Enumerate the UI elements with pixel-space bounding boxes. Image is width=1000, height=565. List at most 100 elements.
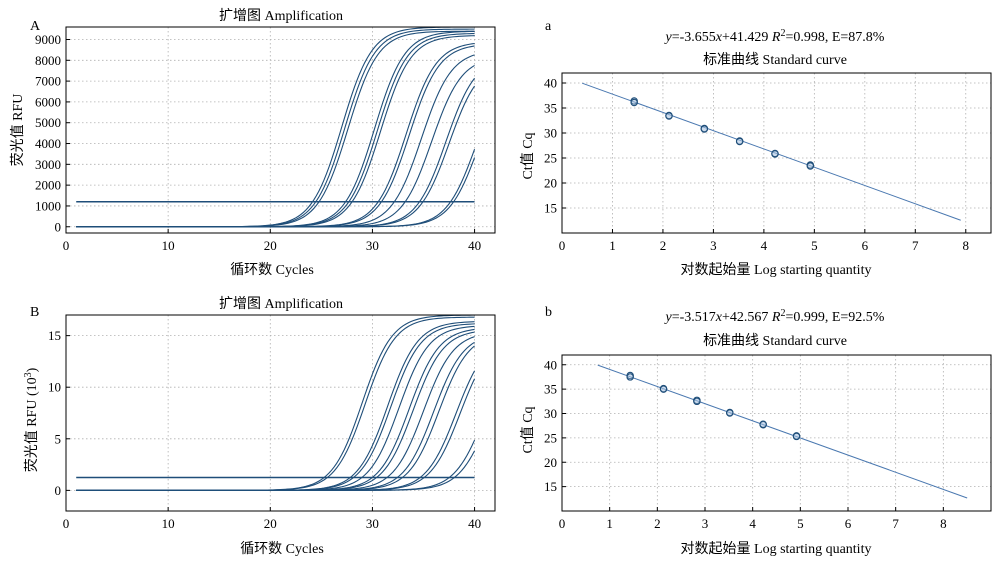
data-point [726,409,734,417]
x-tick-label: 3 [710,238,717,253]
plot-area: 0 1 2 3 4 5 6 7 8 15 20 25 30 35 40 [544,72,992,253]
data-point [630,98,638,107]
amplification-curve [76,370,476,491]
data-point [659,385,668,393]
x-tick-label: 8 [940,516,947,531]
data-point [806,162,815,170]
chart-title: 标准曲线 Standard curve [703,333,847,349]
y-axis-label: Ct值 Cq [520,406,536,453]
x-tick-label: 20 [264,516,277,531]
x-tick-label: 5 [811,238,818,253]
y-tick-label: 30 [544,126,557,141]
amplification-curve [76,450,476,491]
data-point [771,149,779,158]
y-tick-label: 3000 [35,157,61,172]
chart-title: 扩增图 Amplification [219,8,343,24]
y-tick-label: 15 [544,479,557,494]
regression-equation: y=-3.655x+41.429 R2=0.998, E=87.8% [664,28,885,45]
standard-curve-a: a y=-3.655x+41.429 R2=0.998, E=87.8% 标准曲… [520,19,992,278]
amplification-curve [76,32,475,228]
data-point [665,112,673,120]
data-point [693,397,701,406]
y-axis-label: Ct值 Cq [520,132,536,179]
chart-title: 扩增图 Amplification [219,296,343,312]
amplification-curve [76,35,475,228]
y-tick-label: 2000 [35,178,61,193]
x-tick-label: 10 [162,516,175,531]
y-tick-label: 1000 [35,198,61,213]
x-tick-label: 6 [862,238,869,253]
amplification-curve [76,54,475,228]
y-tick-label: 35 [544,101,557,116]
panel-label-b: b [545,305,552,320]
y-tick-label: 30 [544,406,557,421]
plot-area: 0 10 20 30 40 0 5 10 15 [48,314,496,531]
data-point [626,373,634,381]
plot-frame [65,314,496,512]
amplification-curve [76,336,475,491]
y-tick-label: 40 [544,357,557,372]
regression-equation: y=-3.517x+42.567 R2=0.999, E=92.5% [664,308,885,325]
plot-frame [561,72,992,234]
y-tick-label: 8000 [35,53,61,68]
x-tick-label: 1 [606,516,613,531]
y-tick-label: 25 [544,151,557,166]
x-tick-label: 40 [468,516,481,531]
y-tick-label: 15 [544,201,557,216]
amplification-curve [76,45,475,228]
x-tick-label: 20 [264,238,277,253]
amplification-plot-A: A 扩增图 Amplification 循环数 Cycles 荧光值 RFU 0… [9,8,496,278]
y-tick-label: 5000 [35,115,61,130]
x-tick-label: 30 [366,238,379,253]
data-point [735,137,744,146]
x-axis-label: 对数起始量 Log starting quantity [681,541,872,557]
y-tick-label: 40 [544,76,557,91]
y-tick-label: 7000 [35,74,61,89]
x-tick-label: 0 [63,238,70,253]
data-point [759,420,767,428]
amplification-plot-B: B 扩增图 Amplification 循环数 Cycles 荧光值 RFU (… [23,296,496,557]
y-tick-label: 20 [544,455,557,470]
y-tick-label: 10 [48,380,61,395]
y-tick-label: 9000 [35,32,61,47]
x-axis-label: 对数起始量 Log starting quantity [681,262,872,278]
y-tick-label: 4000 [35,136,61,151]
plot-frame [65,26,496,234]
panel-label-A: A [30,19,41,34]
amplification-curve [76,28,475,228]
amplification-curve [76,341,475,491]
plot-area: 0 1 2 3 4 5 6 7 8 15 20 25 30 35 40 [544,354,992,531]
plot-area: 0 10 20 30 40 0 1000 2000 3000 4000 5000 6000 7000 80… [35,26,496,253]
x-tick-label: 2 [654,516,661,531]
y-tick-label: 15 [48,328,61,343]
panel-label-a: a [545,19,552,34]
amplification-curve [76,42,475,228]
x-tick-label: 4 [749,516,756,531]
y-tick-label: 25 [544,430,557,445]
y-tick-label: 6000 [35,94,61,109]
x-tick-label: 40 [468,238,481,253]
x-tick-label: 5 [797,516,804,531]
amplification-curve [76,328,475,491]
y-tick-label: 20 [544,176,557,191]
regression-line [582,82,961,221]
standard-curve-b: b y=-3.517x+42.567 R2=0.999, E=92.5% 标准曲… [520,305,992,557]
y-tick-label: 0 [55,483,62,498]
x-tick-label: 10 [162,238,175,253]
y-tick-label: 5 [55,431,62,446]
x-tick-label: 7 [892,516,899,531]
x-tick-label: 1 [609,238,616,253]
x-tick-label: 0 [559,238,566,253]
regression-line [597,364,968,499]
x-tick-label: 30 [366,516,379,531]
plot-frame [561,354,992,512]
x-tick-label: 2 [660,238,667,253]
x-tick-label: 4 [761,238,768,253]
amplification-curve [76,30,475,228]
y-axis-label: 荧光值 RFU [9,94,26,167]
amplification-curve [76,331,475,491]
x-tick-label: 3 [702,516,709,531]
amplification-curve [76,26,475,228]
amplification-curve [76,77,476,228]
